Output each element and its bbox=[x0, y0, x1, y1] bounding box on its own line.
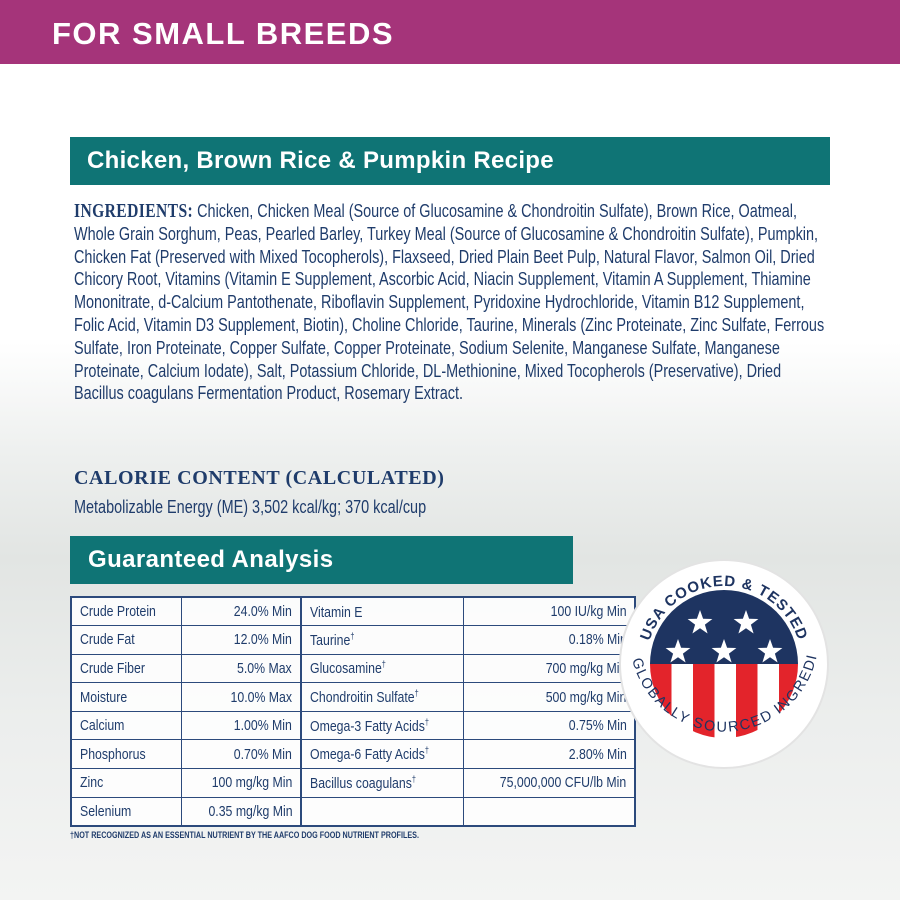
flag-stripe bbox=[736, 664, 758, 738]
analysis-title: Guaranteed Analysis bbox=[88, 546, 334, 573]
analysis-row: Moisture 10.0% Max Chondroitin Sulfate† … bbox=[70, 682, 636, 712]
nutrient-name: Calcium bbox=[70, 710, 182, 741]
ingredients-label: INGREDIENTS: bbox=[74, 200, 194, 222]
nutrient-name: Omega-3 Fatty Acids† bbox=[300, 710, 465, 741]
analysis-row: Phosphorus 0.70% Min Omega-6 Fatty Acids… bbox=[70, 739, 636, 770]
analysis-row: Crude Protein 24.0% Min Vitamin E 100 IU… bbox=[70, 596, 636, 627]
usa-cooked-badge: USA COOKED & TESTED WITH GLOBALLY SOURCE… bbox=[618, 558, 829, 769]
nutrient-name: Crude Fat bbox=[70, 625, 182, 655]
nutrient-value: 0.18% Min bbox=[463, 625, 636, 655]
nutrient-value: 5.0% Max bbox=[180, 653, 302, 684]
star-icon bbox=[665, 639, 691, 663]
nutrient-value: 100 mg/kg Min bbox=[180, 768, 302, 798]
calorie-heading: CALORIE CONTENT (CALCULATED) bbox=[74, 467, 445, 489]
recipe-title: Chicken, Brown Rice & Pumpkin Recipe bbox=[87, 147, 554, 174]
star-icon bbox=[711, 639, 737, 663]
nutrient-value: 24.0% Min bbox=[180, 596, 302, 627]
nutrient-value: 0.75% Min bbox=[463, 710, 636, 741]
nutrient-name: Phosphorus bbox=[70, 739, 182, 770]
nutrient-value: 10.0% Max bbox=[180, 682, 302, 712]
flag-stripe bbox=[693, 664, 715, 738]
star-icon bbox=[687, 610, 713, 634]
nutrient-name: Selenium bbox=[70, 796, 182, 827]
nutrient-value: 12.0% Min bbox=[180, 625, 302, 655]
nutrient-value: 2.80% Min bbox=[463, 739, 636, 770]
recipe-title-bar: Chicken, Brown Rice & Pumpkin Recipe bbox=[70, 137, 830, 185]
nutrient-value bbox=[463, 796, 636, 827]
analysis-title-bar: Guaranteed Analysis bbox=[70, 536, 573, 584]
nutrient-name: Vitamin E bbox=[300, 596, 465, 627]
nutrient-value: 0.70% Min bbox=[180, 739, 302, 770]
nutrient-value: 100 IU/kg Min bbox=[463, 596, 636, 627]
nutrient-name: Taurine† bbox=[300, 625, 465, 655]
footnote: †NOT RECOGNIZED AS AN ESSENTIAL NUTRIENT… bbox=[70, 830, 419, 840]
nutrient-value: 700 mg/kg Min bbox=[463, 653, 636, 684]
analysis-table: Crude Protein 24.0% Min Vitamin E 100 IU… bbox=[70, 596, 637, 827]
nutrient-name: Moisture bbox=[70, 682, 182, 712]
analysis-row: Selenium 0.35 mg/kg Min bbox=[70, 796, 636, 827]
nutrient-name: Zinc bbox=[70, 768, 182, 798]
nutrient-name bbox=[300, 796, 465, 827]
nutrient-name: Omega-6 Fatty Acids† bbox=[300, 739, 465, 770]
ingredients-text: Chicken, Chicken Meal (Source of Glucosa… bbox=[74, 200, 825, 404]
analysis-row: Crude Fat 12.0% Min Taurine† 0.18% Min bbox=[70, 625, 636, 655]
nutrient-value: 75,000,000 CFU/lb Min bbox=[463, 768, 636, 798]
nutrient-name: Crude Fiber bbox=[70, 653, 182, 684]
nutrient-value: 500 mg/kg Min bbox=[463, 682, 636, 712]
nutrient-name: Bacillus coagulans† bbox=[300, 768, 465, 798]
analysis-row: Calcium 1.00% Min Omega-3 Fatty Acids† 0… bbox=[70, 710, 636, 741]
star-icon bbox=[757, 639, 783, 663]
star-icon bbox=[733, 610, 759, 634]
analysis-row: Crude Fiber 5.0% Max Glucosamine† 700 mg… bbox=[70, 653, 636, 684]
nutrient-name: Chondroitin Sulfate† bbox=[300, 682, 465, 712]
nutrient-value: 0.35 mg/kg Min bbox=[180, 796, 302, 827]
nutrient-name: Crude Protein bbox=[70, 596, 182, 627]
nutrient-value: 1.00% Min bbox=[180, 710, 302, 741]
header-banner: FOR SMALL BREEDS bbox=[0, 0, 900, 64]
header-title: FOR SMALL BREEDS bbox=[52, 16, 395, 51]
calorie-text: Metabolizable Energy (ME) 3,502 kcal/kg;… bbox=[74, 496, 427, 517]
ingredients: INGREDIENTS: Chicken, Chicken Meal (Sour… bbox=[74, 200, 831, 405]
nutrient-name: Glucosamine† bbox=[300, 653, 465, 684]
analysis-row: Zinc 100 mg/kg Min Bacillus coagulans† 7… bbox=[70, 768, 636, 798]
